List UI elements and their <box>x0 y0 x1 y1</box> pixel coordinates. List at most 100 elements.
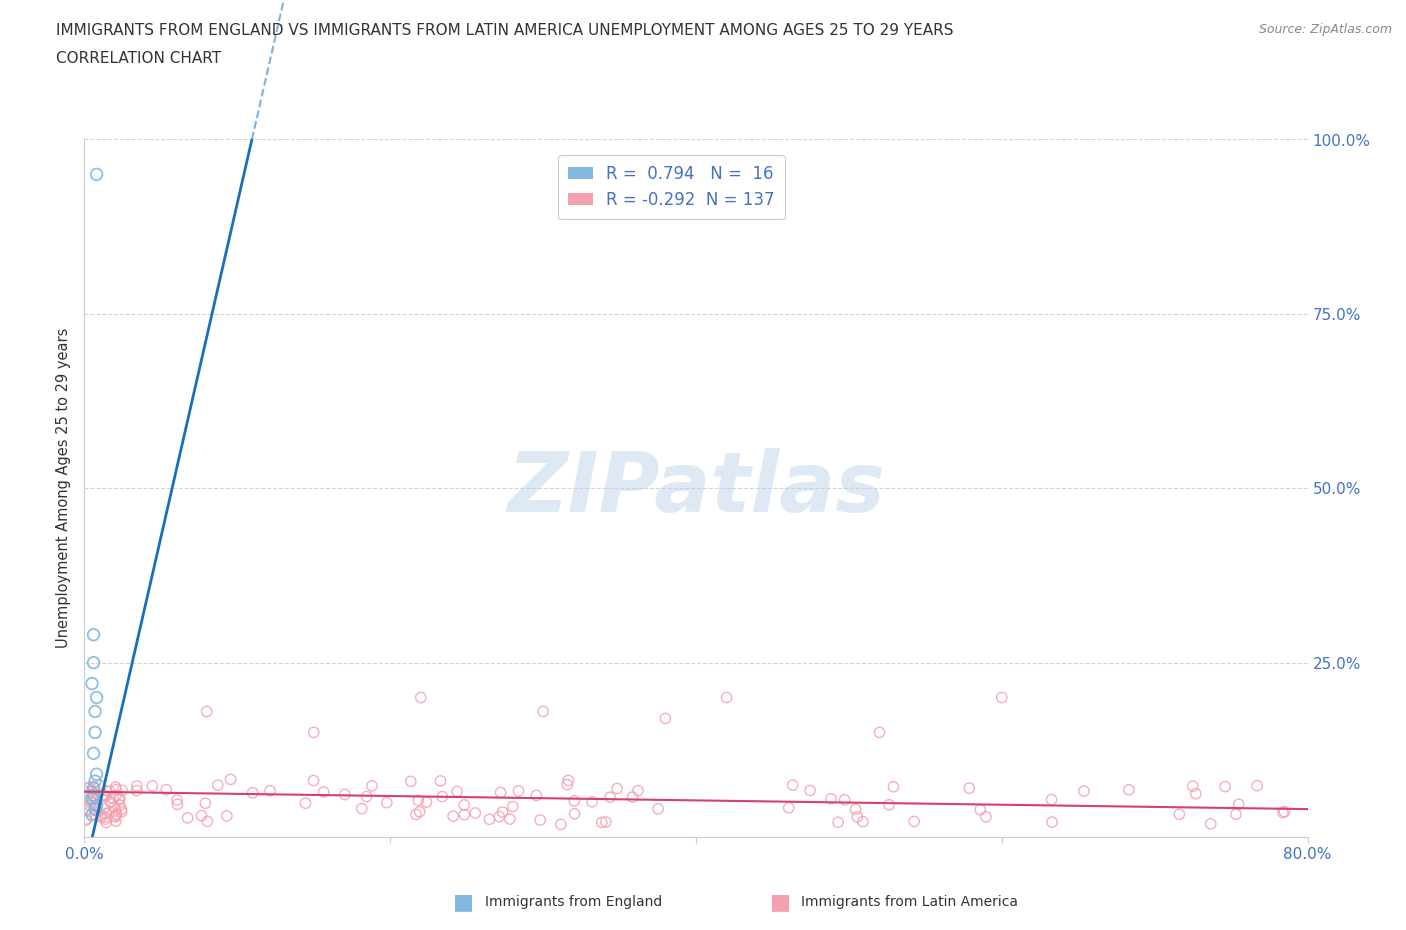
Point <box>375 795 398 810</box>
Point <box>1227 797 1250 812</box>
Point <box>84 802 107 817</box>
Point <box>406 793 429 808</box>
Point <box>104 788 127 803</box>
Point <box>195 704 218 719</box>
Point <box>79 798 101 813</box>
Point <box>84 790 107 805</box>
Point <box>356 790 378 804</box>
Point <box>96 783 118 798</box>
Point <box>555 777 578 792</box>
Point <box>529 813 551 828</box>
Point <box>84 704 107 719</box>
Point <box>1271 805 1294 820</box>
Point <box>595 815 617 830</box>
Point <box>83 778 105 793</box>
Point <box>820 791 842 806</box>
Point <box>80 676 103 691</box>
Point <box>778 801 800 816</box>
Point <box>108 791 131 806</box>
Point <box>1184 786 1206 801</box>
Text: CORRELATION CHART: CORRELATION CHART <box>56 51 221 66</box>
Point <box>83 781 105 796</box>
Legend: R =  0.794   N =  16, R = -0.292  N = 137: R = 0.794 N = 16, R = -0.292 N = 137 <box>558 154 785 219</box>
Point <box>1040 792 1063 807</box>
Point <box>93 801 115 816</box>
Point <box>166 797 188 812</box>
Point <box>488 809 510 824</box>
Point <box>599 790 621 804</box>
Point <box>104 814 127 829</box>
Point <box>96 815 118 830</box>
Point <box>190 808 212 823</box>
Point <box>531 704 554 719</box>
Point <box>104 779 127 794</box>
Point <box>489 785 512 800</box>
Text: ZIPatlas: ZIPatlas <box>508 447 884 529</box>
Point <box>108 798 131 813</box>
Point <box>1225 807 1247 822</box>
Point <box>125 783 148 798</box>
Point <box>242 785 264 800</box>
Point <box>93 789 115 804</box>
Point <box>647 802 669 817</box>
Point <box>429 774 451 789</box>
Point <box>141 778 163 793</box>
Point <box>1246 778 1268 793</box>
Point <box>799 783 821 798</box>
Point <box>974 809 997 824</box>
Point <box>83 628 105 643</box>
Point <box>83 788 105 803</box>
Point <box>621 790 644 804</box>
Point <box>76 788 98 803</box>
Point <box>79 804 101 818</box>
Point <box>76 802 98 817</box>
Point <box>89 808 111 823</box>
Point <box>526 788 548 803</box>
Point <box>84 795 107 810</box>
Point <box>1168 807 1191 822</box>
Point <box>259 783 281 798</box>
Point <box>591 815 613 830</box>
Point <box>91 787 114 802</box>
Point <box>86 167 108 182</box>
Point <box>827 815 849 830</box>
Point <box>453 807 475 822</box>
Point <box>104 803 127 817</box>
Point <box>89 778 111 793</box>
Point <box>84 774 107 789</box>
Point <box>834 792 856 807</box>
Point <box>562 793 585 808</box>
Point <box>302 773 325 788</box>
Point <box>432 790 454 804</box>
Point <box>991 690 1014 705</box>
Point <box>1040 815 1063 830</box>
Point <box>882 779 904 794</box>
Point <box>557 773 579 788</box>
Point <box>83 789 105 804</box>
Point <box>75 812 97 827</box>
Point <box>80 794 103 809</box>
Point <box>219 772 242 787</box>
Text: ■: ■ <box>770 892 790 912</box>
Point <box>399 774 422 789</box>
Point <box>446 784 468 799</box>
Point <box>98 804 121 819</box>
Point <box>1181 778 1204 793</box>
Point <box>84 725 107 740</box>
Point <box>76 780 98 795</box>
Point <box>969 803 991 817</box>
Point <box>312 785 335 800</box>
Text: Immigrants from Latin America: Immigrants from Latin America <box>801 895 1018 910</box>
Point <box>110 802 132 817</box>
Point <box>207 777 229 792</box>
Point <box>111 804 134 819</box>
Point <box>508 784 530 799</box>
Point <box>105 806 128 821</box>
Point <box>409 690 432 705</box>
Point <box>86 690 108 705</box>
Point <box>333 787 356 802</box>
Point <box>83 656 105 671</box>
Point <box>409 804 432 819</box>
Point <box>166 792 188 807</box>
Point <box>499 812 522 827</box>
